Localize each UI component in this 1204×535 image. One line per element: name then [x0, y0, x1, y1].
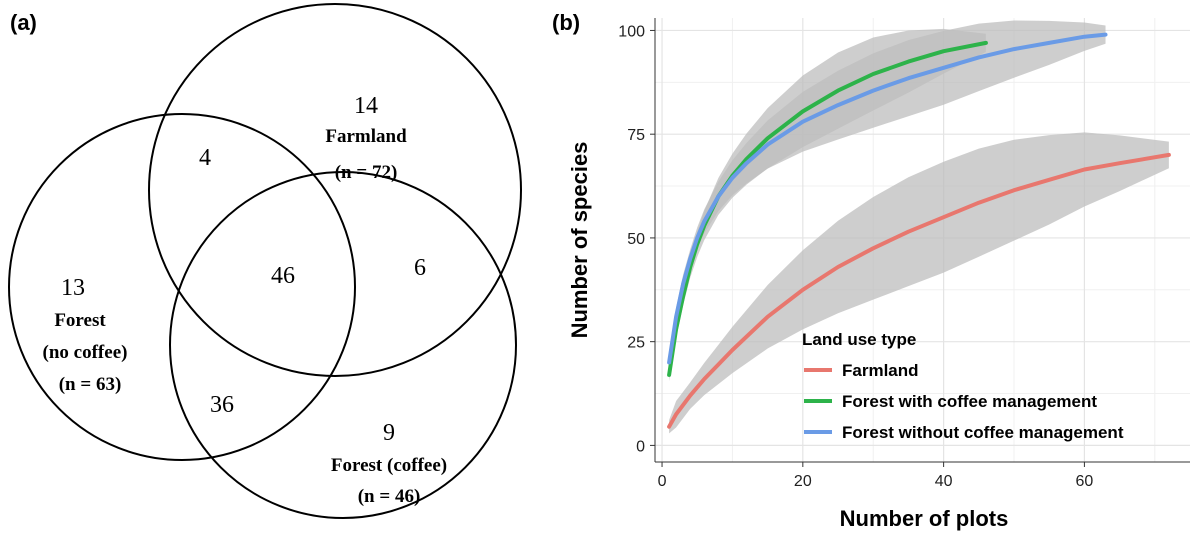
- region-forest-no-coffee-forest-coffee: 36: [210, 392, 234, 418]
- forest-coffee-n-label: (n = 46): [358, 486, 421, 507]
- legend-label-0: Farmland: [842, 361, 919, 380]
- y-tick-label: 100: [618, 23, 645, 40]
- chart-svg: (b) 0 20 40 60 0 25 50 75 100 Number of plots Nu…: [552, 10, 1190, 531]
- region-farmland-forest-no-coffee: 4: [199, 145, 211, 171]
- venn-svg: (a) 14 Farmland (n = 72) 4 46 6 13 Fores…: [8, 3, 522, 519]
- ci-band-2: [669, 20, 1106, 369]
- region-forest-coffee-only: 9: [383, 420, 395, 446]
- y-tick-label: 50: [627, 231, 645, 248]
- y-axis-title: Number of species: [567, 142, 592, 339]
- forest-no-coffee-label-2: (no coffee): [43, 342, 128, 363]
- x-tick-label: 20: [794, 473, 812, 490]
- legend-label-1: Forest with coffee management: [842, 392, 1097, 411]
- panel-label-a: (a): [10, 10, 37, 35]
- series-line-0: [667, 152, 1171, 429]
- panel-label-b: (b): [552, 10, 580, 35]
- venn-diagram-panel: (a) 14 Farmland (n = 72) 4 46 6 13 Fores…: [0, 0, 540, 535]
- x-tick-label: 60: [1076, 473, 1094, 490]
- forest-no-coffee-n-label: (n = 63): [59, 374, 122, 395]
- ci-band-0: [669, 132, 1169, 434]
- series-line-1: [667, 40, 988, 377]
- legend-title: Land use type: [802, 330, 916, 349]
- forest-coffee-label: Forest (coffee): [331, 455, 447, 476]
- forest-coffee-circle: [169, 171, 517, 519]
- x-axis-title: Number of plots: [840, 506, 1009, 531]
- x-tick-label: 40: [935, 473, 953, 490]
- forest-no-coffee-circle: [8, 113, 356, 461]
- region-farmland-forest-coffee: 6: [414, 255, 426, 281]
- axis-layer: 0 20 40 60 0 25 50 75 100: [618, 18, 1190, 490]
- series-line-2: [667, 32, 1108, 365]
- y-tick-label: 25: [627, 335, 645, 352]
- legend-label-2: Forest without coffee management: [842, 423, 1124, 442]
- y-tick-label: 75: [627, 127, 645, 144]
- region-all-three: 46: [271, 263, 295, 289]
- region-forest-no-coffee-only: 13: [61, 275, 85, 301]
- accumulation-curve-panel: (b) 0 20 40 60 0 25 50 75 100 Number of plots Nu…: [540, 0, 1204, 535]
- x-tick-label: 0: [658, 473, 667, 490]
- legend-items: Farmland Forest with coffee management For…: [804, 361, 1124, 442]
- forest-no-coffee-label: Forest: [54, 310, 106, 331]
- farmland-circle: [148, 3, 522, 377]
- farmland-n-label: (n = 72): [335, 162, 398, 183]
- series-line-layer: [667, 32, 1171, 429]
- region-farmland-only: 14: [354, 93, 378, 119]
- legend: Land use type Farmland Forest with coffee…: [802, 330, 1124, 442]
- farmland-label: Farmland: [325, 126, 407, 147]
- y-tick-label: 0: [636, 438, 645, 455]
